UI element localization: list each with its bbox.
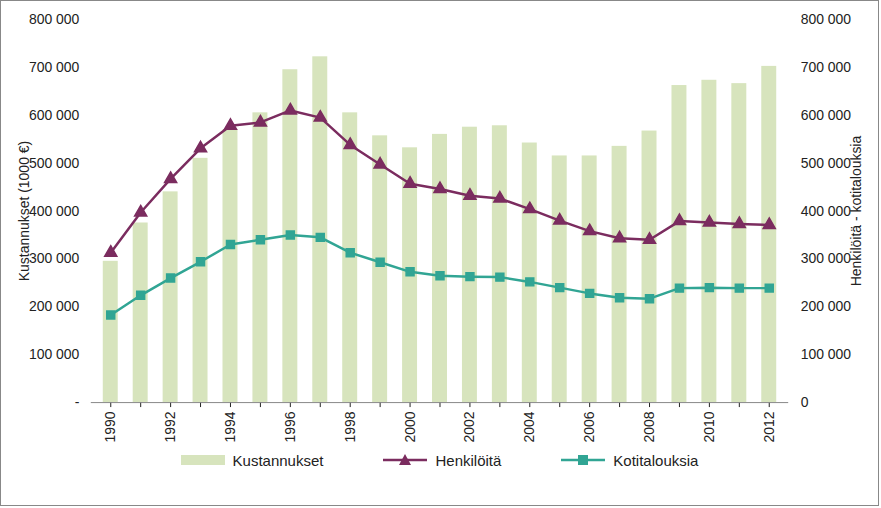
svg-text:1996: 1996 — [282, 411, 298, 442]
html-text:Kotitalouksia: Kotitalouksia — [613, 452, 699, 469]
svg-text:400 000: 400 000 — [801, 202, 852, 218]
svg-text:800 000: 800 000 — [29, 11, 80, 27]
svg-text:700 000: 700 000 — [801, 59, 852, 75]
svg-text:400 000: 400 000 — [29, 202, 80, 218]
svg-text:700 000: 700 000 — [29, 59, 80, 75]
svg-text:2010: 2010 — [701, 411, 717, 442]
svg-text:1994: 1994 — [222, 411, 238, 442]
svg-text:1990: 1990 — [102, 411, 118, 442]
svg-text:-: - — [75, 394, 80, 410]
svg-text:2008: 2008 — [641, 411, 657, 442]
svg-text:2000: 2000 — [402, 411, 418, 442]
svg-text:500 000: 500 000 — [29, 155, 80, 171]
svg-text:Henkilöitä - kotitalouksia: Henkilöitä - kotitalouksia — [848, 136, 864, 287]
svg-text:100 000: 100 000 — [801, 346, 852, 362]
svg-text:2004: 2004 — [521, 411, 537, 442]
svg-text:300 000: 300 000 — [801, 250, 852, 266]
svg-text:800 000: 800 000 — [801, 11, 852, 27]
svg-text:200 000: 200 000 — [29, 298, 80, 314]
svg-text:300 000: 300 000 — [29, 250, 80, 266]
html-text:Kustannukset: Kustannukset — [232, 452, 324, 469]
svg-text:2012: 2012 — [761, 411, 777, 442]
svg-text:200 000: 200 000 — [801, 298, 852, 314]
svg-text:600 000: 600 000 — [29, 107, 80, 123]
svg-text:500 000: 500 000 — [801, 155, 852, 171]
svg-text:600 000: 600 000 — [801, 107, 852, 123]
svg-text:0: 0 — [801, 394, 809, 410]
svg-text:2002: 2002 — [461, 411, 477, 442]
svg-text:Kustannukset (1000 €): Kustannukset (1000 €) — [16, 141, 32, 281]
svg-text:100 000: 100 000 — [29, 346, 80, 362]
html-text:Henkilöitä: Henkilöitä — [435, 452, 502, 469]
svg-text:2006: 2006 — [581, 411, 597, 442]
svg-text:1998: 1998 — [342, 411, 358, 442]
svg-text:1992: 1992 — [162, 411, 178, 442]
